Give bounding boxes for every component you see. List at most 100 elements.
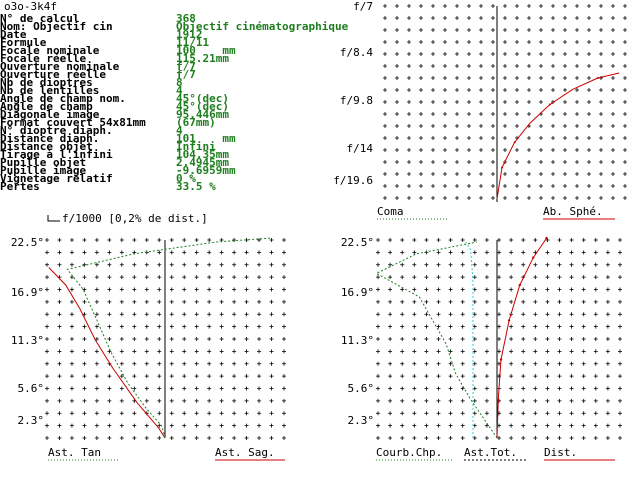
grid-mark [503,196,507,200]
grid-mark [563,76,567,80]
grid-mark [82,262,87,267]
grid-mark [515,148,519,152]
grid-mark [479,160,483,164]
grid-mark [57,361,62,366]
grid-mark [575,28,579,32]
grid-mark [257,299,262,304]
grid-mark [132,374,137,379]
grid-mark [244,361,249,366]
grid-mark [460,287,465,292]
grid-mark [157,299,162,304]
grid-mark [182,250,187,255]
grid-mark [593,386,598,391]
grid-mark [484,398,489,403]
grid-mark [509,250,514,255]
y-tick-label: 22.5° [341,236,374,249]
grid-mark [618,312,622,317]
grid-mark [443,172,447,176]
grid-mark [269,386,274,391]
grid-mark [436,262,441,267]
grid-mark [515,184,519,188]
y-tick-label: 11.3° [341,334,374,347]
grid-mark [611,112,615,116]
grid-mark [569,374,574,379]
spec-label: N° de calcul [0,12,80,25]
spec-row: Focale réelle 115.21mm [0,53,330,64]
grid-mark [557,238,562,242]
grid-mark [169,349,174,354]
grid-mark [119,411,124,416]
grid-mark [194,411,199,416]
grid-mark [144,238,149,242]
grid-mark [491,64,495,68]
grid-mark [119,287,124,292]
grid-mark [45,287,49,292]
grid-mark [563,28,567,32]
grid-mark [509,275,514,280]
grid-mark [539,16,543,20]
grid-mark [521,349,526,354]
grid-mark [132,411,137,416]
grid-mark [533,436,538,440]
grid-mark [119,250,124,255]
grid-mark [376,250,380,255]
spec-row: Ouverture réelle f/7 [0,69,330,80]
grid-mark [484,436,489,440]
grid-mark [219,324,224,329]
grid-mark [400,275,405,280]
grid-mark [436,398,441,403]
grid-mark [207,361,212,366]
grid-mark [232,337,237,341]
sagittal-astigmatism-curve [66,237,271,439]
grid-mark [431,16,435,20]
grid-mark [545,361,550,366]
grid-mark [515,76,519,80]
grid-mark [467,172,471,176]
grid-mark [419,136,423,140]
grid-mark [94,299,99,304]
grid-mark [157,312,162,317]
grid-mark [132,349,137,354]
grid-mark [533,411,538,416]
grid-mark [484,337,489,341]
grid-mark [157,275,162,280]
grid-mark [424,386,429,391]
grid-mark [257,312,262,317]
grid-mark [82,324,87,329]
grid-mark [194,250,199,255]
grid-mark [169,411,174,416]
grid-mark [69,374,74,379]
grid-mark [257,361,262,366]
grid-mark [388,262,393,267]
grid-mark [407,88,411,92]
grid-mark [400,262,405,267]
grid-mark [618,238,622,242]
grid-mark [207,312,212,317]
grid-mark [119,436,124,440]
grid-mark [581,411,586,416]
grid-mark [551,160,555,164]
spec-value: -9.6959mm [176,164,236,177]
grid-mark [395,64,399,68]
grid-mark [407,40,411,44]
grid-mark [623,40,627,44]
grid-mark [412,275,417,280]
grid-mark [515,28,519,32]
spec-value: 95.446mm [176,108,229,121]
grid-mark [521,374,526,379]
legend-distortion: Dist. [544,446,577,459]
spec-label: N° dioptre diaph. [0,124,113,137]
curve-marker [507,319,511,322]
grid-mark [244,411,249,416]
grid-mark [455,184,459,188]
grid-mark [509,299,514,304]
grid-mark [169,324,174,329]
grid-mark [491,160,495,164]
grid-mark [472,238,477,242]
grid-mark [69,262,74,267]
grid-mark [587,196,591,200]
grid-mark [587,160,591,164]
grid-mark [376,337,380,341]
y-tick-label: 2.3° [348,414,375,427]
grid-mark [563,136,567,140]
